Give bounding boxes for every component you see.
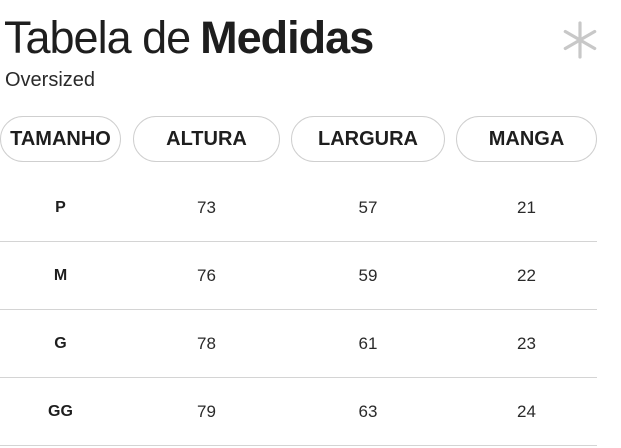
altura-cell: 76 (197, 266, 216, 285)
column-header-manga: MANGA (456, 116, 597, 162)
asterisk-icon (563, 21, 597, 59)
column-header-tamanho: TAMANHO (0, 116, 121, 162)
size-table: P 73 57 21 M 76 59 22 G 78 61 23 GG 79 6… (0, 174, 597, 446)
manga-cell: 24 (517, 402, 536, 421)
manga-cell: 23 (517, 334, 536, 353)
largura-cell: 59 (358, 266, 378, 285)
manga-cell: 21 (517, 198, 536, 217)
table-row: GG 79 63 24 (0, 378, 597, 446)
largura-cell: 57 (358, 198, 378, 217)
altura-cell: 78 (197, 334, 216, 353)
table-row: M 76 59 22 (0, 242, 597, 310)
table-header: TAMANHO ALTURA LARGURA MANGA (0, 116, 621, 164)
size-cell: G (54, 335, 67, 352)
size-cell: P (55, 199, 66, 216)
table-row: P 73 57 21 (0, 174, 597, 242)
size-cell: M (53, 267, 68, 284)
page-title: Tabela de Medidas (4, 12, 374, 64)
table-row: G 78 61 23 (0, 310, 597, 378)
page-subtitle: Oversized (5, 69, 96, 91)
title-bold: Medidas (200, 12, 374, 63)
largura-cell: 61 (358, 334, 378, 353)
altura-cell: 79 (197, 402, 216, 421)
column-header-largura: LARGURA (291, 116, 445, 162)
title-light: Tabela de (4, 12, 191, 63)
column-header-altura: ALTURA (133, 116, 280, 162)
size-cell: GG (48, 403, 73, 420)
altura-cell: 73 (197, 198, 216, 217)
largura-cell: 63 (358, 402, 378, 421)
manga-cell: 22 (517, 266, 536, 285)
